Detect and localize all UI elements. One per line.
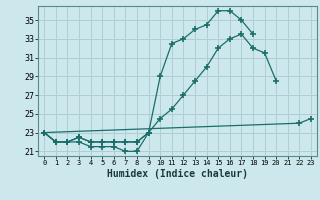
X-axis label: Humidex (Indice chaleur): Humidex (Indice chaleur) [107, 169, 248, 179]
